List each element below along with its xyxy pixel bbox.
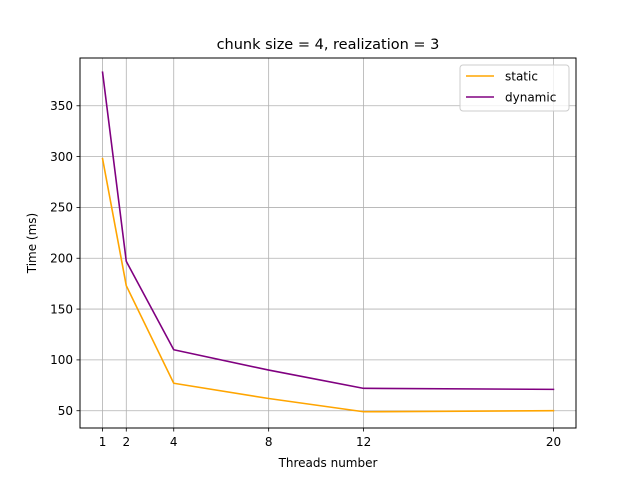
y-tick-label: 250 — [50, 201, 73, 215]
y-tick-label: 300 — [50, 150, 73, 164]
y-tick-label: 100 — [50, 353, 73, 367]
x-tick-label: 4 — [170, 435, 178, 449]
x-tick-label: 2 — [122, 435, 130, 449]
legend: static dynamic — [460, 65, 569, 111]
x-tick-label: 8 — [265, 435, 273, 449]
y-tick-label: 50 — [58, 404, 73, 418]
y-axis-label: Time (ms) — [25, 213, 39, 275]
y-tick-label: 350 — [50, 99, 73, 113]
legend-label-dynamic: dynamic — [505, 90, 556, 104]
legend-label-static: static — [505, 69, 538, 83]
x-axis-label: Threads number — [278, 456, 378, 470]
x-tick-label: 12 — [356, 435, 371, 449]
y-tick-label: 150 — [50, 302, 73, 316]
chart-title: chunk size = 4, realization = 3 — [217, 37, 440, 53]
y-tick-label: 200 — [50, 252, 73, 266]
x-tick-label: 20 — [546, 435, 561, 449]
x-tick-label: 1 — [99, 435, 107, 449]
